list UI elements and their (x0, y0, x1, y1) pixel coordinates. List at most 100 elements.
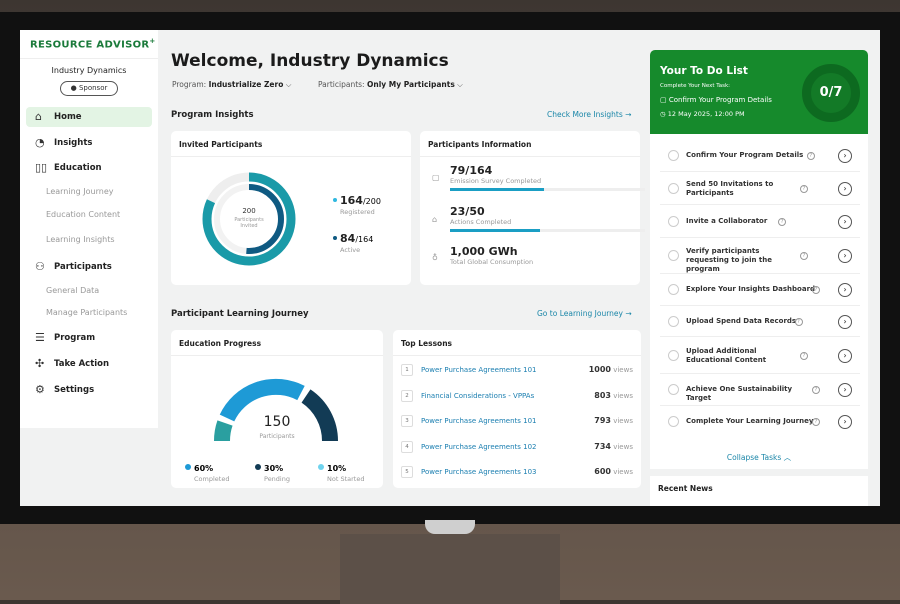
lesson-views: 803 views (594, 390, 633, 400)
lesson-row[interactable]: 2 Financial Considerations - VPPAs 803 vie… (401, 384, 633, 410)
help-icon[interactable]: ? (778, 217, 787, 226)
participants-information-card: Participants Information ▢ 79/164 Emissio… (420, 131, 645, 285)
lesson-rank: 1 (401, 364, 413, 376)
next-task-link[interactable]: ▢ Confirm Your Program Details (660, 96, 772, 104)
chevron-right-circle-icon[interactable]: › (838, 314, 852, 329)
todo-task[interactable]: Explore Your Insights Dashboard? › (660, 274, 860, 306)
chevron-right-circle-icon[interactable]: › (838, 415, 852, 429)
lesson-rank: 3 (401, 415, 413, 427)
section-title: Participant Learning Journey (171, 309, 309, 319)
go-to-learning-journey-link[interactable]: Go to Learning Journey → (537, 309, 632, 318)
todo-task[interactable]: Complete Your Learning Journey? › (660, 406, 860, 438)
lesson-link[interactable]: Financial Considerations - VPPAs (421, 391, 535, 400)
sidebar-item-home[interactable]: ⌂ Home (26, 107, 152, 127)
role-badge: ● Sponsor (60, 81, 118, 96)
todo-task[interactable]: Send 50 Invitations to Participants? › (660, 172, 860, 205)
task-checkbox[interactable] (668, 416, 679, 427)
task-checkbox[interactable] (668, 349, 679, 361)
completed-arc (219, 378, 305, 422)
chevron-right-circle-icon[interactable]: › (838, 383, 852, 397)
help-icon[interactable]: ? (812, 286, 820, 294)
task-checkbox[interactable] (668, 150, 679, 161)
chevron-down-icon: ⌵ (457, 80, 463, 89)
chevron-right-circle-icon[interactable]: › (838, 283, 852, 297)
next-task-label: Complete Your Next Task: (660, 83, 731, 89)
todo-task[interactable]: Verify participants requesting to join t… (660, 238, 860, 274)
todo-task[interactable]: Confirm Your Program Details? › (660, 140, 860, 172)
help-icon[interactable]: ? (794, 317, 803, 326)
gear-icon: ⚙ (35, 383, 45, 396)
clipboard-icon: ▢ (432, 173, 440, 182)
recent-news-card: Recent News (650, 476, 868, 506)
card-title: Top Lessons (393, 330, 641, 356)
lesson-link[interactable]: Power Purchase Agreements 101 (421, 366, 537, 374)
sidebar-item-participants[interactable]: ⚇ Participants (26, 257, 152, 277)
todo-task[interactable]: Upload Additional Educational Content? › (660, 337, 860, 374)
donut-center-label: Participants Invited (234, 217, 264, 229)
sidebar-item-general-data[interactable]: General Data (46, 286, 100, 295)
sidebar-item-take-action[interactable]: ✣ Take Action (26, 354, 152, 374)
todo-task[interactable]: Upload Spend Data Records? › (660, 306, 860, 337)
chevron-right-circle-icon[interactable]: › (838, 214, 852, 229)
task-checkbox[interactable] (668, 215, 679, 227)
program-filter[interactable]: Program: Industrialize Zero ⌵ (172, 80, 292, 89)
help-icon[interactable]: ? (800, 351, 808, 360)
sidebar-item-education[interactable]: ▯▯ Education (26, 158, 152, 178)
progress-bar (450, 188, 645, 191)
todo-task[interactable]: Achieve One Sustainability Target? › (660, 374, 860, 406)
chevron-right-circle-icon[interactable]: › (838, 249, 852, 263)
help-icon[interactable]: ? (800, 252, 808, 260)
clipboard-icon: ▢ (660, 96, 667, 104)
chevron-right-circle-icon[interactable]: › (838, 149, 852, 163)
sidebar-item-education-content[interactable]: Education Content (46, 210, 121, 219)
lesson-views: 734 views (594, 441, 633, 451)
chevron-right-circle-icon[interactable]: › (838, 348, 852, 363)
sidebar-item-manage-participants[interactable]: Manage Participants (46, 308, 128, 317)
help-icon[interactable]: ? (800, 184, 808, 193)
lesson-link[interactable]: Power Purchase Agreements 102 (421, 442, 537, 451)
divider (20, 58, 158, 59)
invited-donut (202, 172, 296, 266)
lesson-link[interactable]: Power Purchase Agreements 103 (421, 468, 537, 476)
check-more-insights-link[interactable]: Check More Insights → (547, 110, 632, 119)
list-icon: ☰ (35, 331, 45, 344)
todo-title: Your To Do List (660, 65, 748, 77)
monitor-stand-top (425, 520, 475, 534)
lesson-views: 600 views (594, 467, 633, 476)
chart-icon: ◔ (35, 136, 45, 149)
page-title: Welcome, Industry Dynamics (171, 51, 449, 71)
chevron-right-circle-icon[interactable]: › (838, 181, 852, 196)
progress-bar (450, 229, 645, 232)
clock-icon: ◷ (660, 110, 666, 118)
participants-filter[interactable]: Participants: Only My Participants ⌵ (318, 80, 463, 89)
todo-task[interactable]: Invite a Collaborator? › (660, 205, 860, 238)
sidebar-item-program[interactable]: ☰ Program (26, 328, 152, 348)
registered-arc (202, 172, 296, 266)
task-checkbox[interactable] (668, 284, 679, 295)
todo-progress-ring: 0/7 (802, 64, 860, 122)
education-progress-card: Education Progress 150 Participants 60% C… (171, 330, 383, 488)
collapse-tasks-button[interactable]: Collapse Tasks ︿ (726, 453, 792, 462)
lesson-row[interactable]: 1 Power Purchase Agreements 101 1000 views (401, 358, 633, 384)
lesson-link[interactable]: Power Purchase Agreements 101 (421, 417, 537, 425)
sidebar-item-learning-insights[interactable]: Learning Insights (46, 235, 115, 244)
lesson-row[interactable]: 4 Power Purchase Agreements 102 734 views (401, 435, 633, 461)
sidebar-item-learning-journey[interactable]: Learning Journey (46, 187, 114, 196)
chevron-down-icon: ⌵ (285, 80, 292, 89)
lesson-row[interactable]: 5 Power Purchase Agreements 103 600 views (401, 460, 633, 486)
legend-completed: 60% Completed (185, 456, 229, 483)
sidebar-item-insights[interactable]: ◔ Insights (26, 133, 152, 153)
task-checkbox[interactable] (668, 315, 679, 327)
help-icon[interactable]: ? (806, 152, 815, 160)
help-icon[interactable]: ? (812, 418, 820, 426)
arrow-right-icon: → (625, 110, 632, 119)
sidebar-item-settings[interactable]: ⚙ Settings (26, 380, 152, 400)
lesson-row[interactable]: 3 Power Purchase Agreements 101 793 views (401, 409, 633, 435)
people-icon: ⚇ (35, 260, 45, 273)
task-checkbox[interactable] (668, 182, 679, 194)
task-checkbox[interactable] (668, 384, 679, 395)
card-title: Participants Information (420, 131, 640, 157)
task-checkbox[interactable] (668, 250, 679, 261)
todo-list: Confirm Your Program Details? › Send 50 In… (650, 134, 868, 469)
help-icon[interactable]: ? (812, 386, 820, 394)
